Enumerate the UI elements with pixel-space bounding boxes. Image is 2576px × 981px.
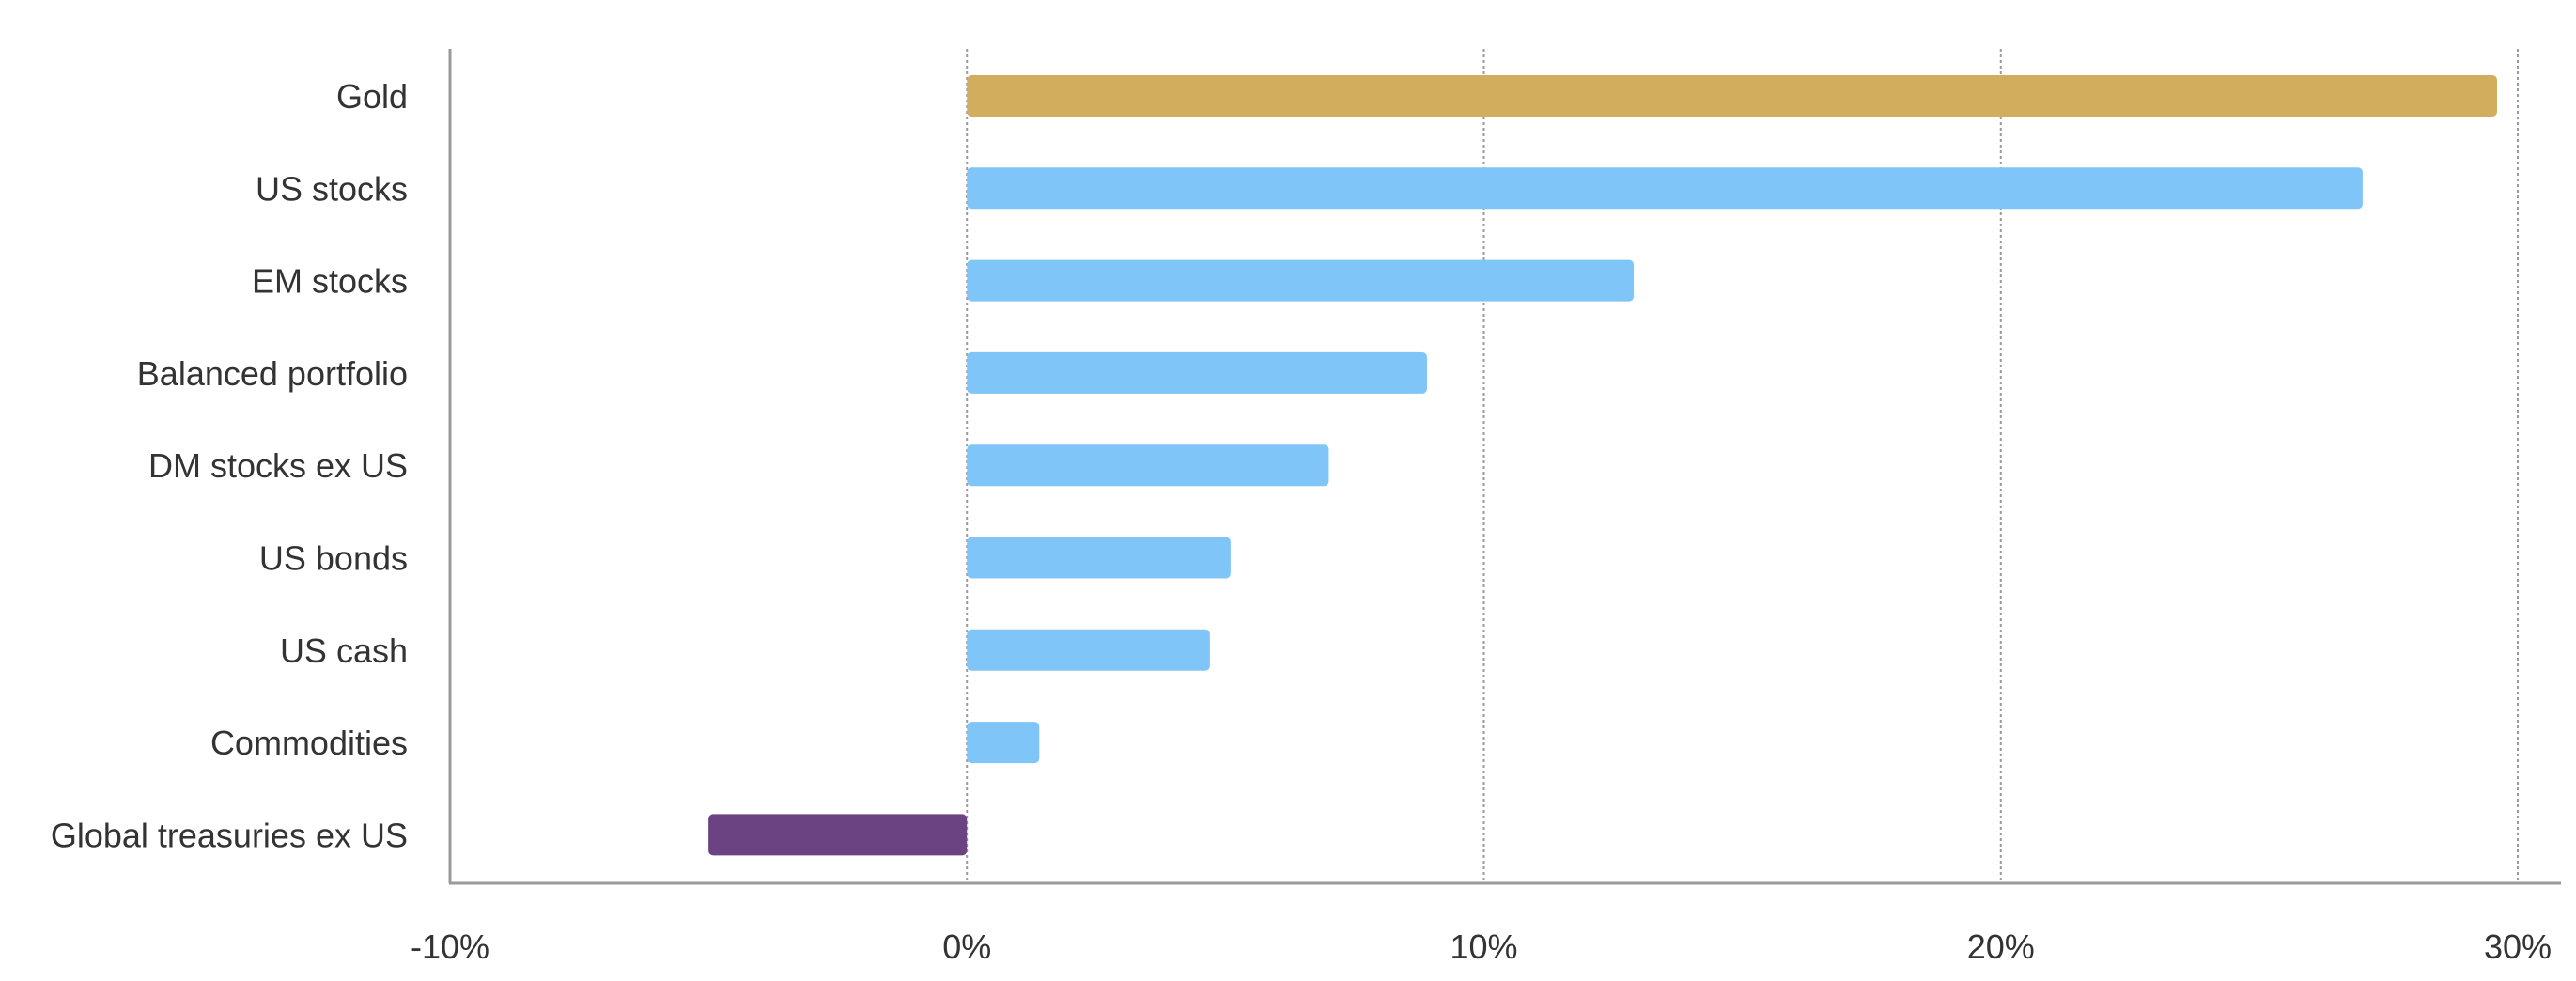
category-label: US stocks	[256, 169, 408, 208]
category-label: US bonds	[259, 539, 408, 578]
bar-us-stocks	[967, 167, 2363, 210]
category-label: Global treasuries ex US	[51, 816, 408, 854]
category-label: DM stocks ex US	[148, 446, 408, 485]
bar-us-cash	[967, 629, 1210, 671]
category-label: Gold	[336, 77, 408, 116]
category-label: US cash	[280, 631, 408, 670]
axes	[448, 49, 2561, 885]
bar-balanced-portfolio	[967, 351, 1427, 394]
bar-global-treasuries-ex-us	[708, 814, 968, 856]
bar-em-stocks	[967, 259, 1635, 302]
x-tick-label: 30%	[2484, 927, 2552, 966]
category-labels: Gold US stocks EM stocks Balanced portfolio…	[51, 77, 408, 854]
x-tick-label: 10%	[1450, 927, 1517, 966]
bar-dm-stocks-ex-us	[967, 444, 1329, 487]
bar-us-bonds	[967, 537, 1231, 579]
x-tick-label: -10%	[411, 927, 489, 966]
category-label: EM stocks	[252, 262, 408, 301]
category-label: Balanced portfolio	[137, 354, 408, 393]
x-tick-label: 0%	[942, 927, 991, 966]
bar-gold	[967, 75, 2497, 117]
category-label: Commodities	[210, 724, 408, 762]
x-tick-labels: -10% 0% 10% 20% 30%	[411, 927, 2552, 966]
x-tick-label: 20%	[1967, 927, 2035, 966]
bar-commodities	[967, 722, 1040, 764]
bars	[708, 75, 2497, 856]
